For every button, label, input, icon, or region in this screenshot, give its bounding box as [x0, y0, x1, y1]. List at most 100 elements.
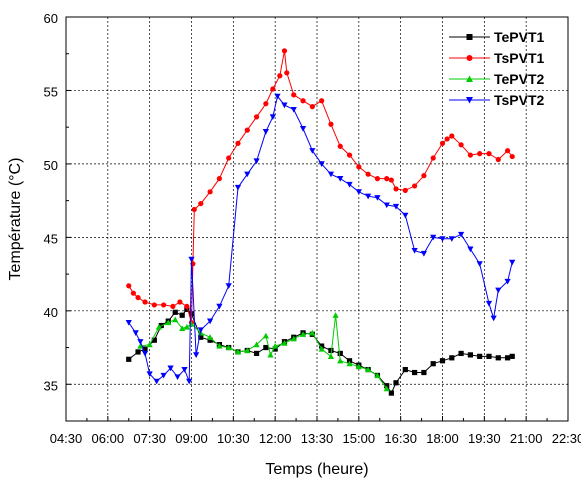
data-point-tspvt1: [177, 299, 183, 305]
data-point-tspvt1: [270, 86, 276, 92]
data-point-tepvt2: [267, 351, 274, 358]
data-point-tepvt2: [155, 323, 163, 330]
data-point-tepvt1: [272, 346, 278, 352]
data-point-tspvt1: [388, 177, 394, 183]
data-point-tspvt1: [244, 127, 250, 133]
data-point-tspvt1: [284, 70, 290, 76]
y-tick-label: 60: [44, 11, 58, 26]
data-point-tepvt1: [477, 353, 483, 359]
data-point-tepvt2: [206, 334, 214, 340]
data-point-tepvt2: [183, 323, 190, 330]
data-point-tspvt2: [439, 236, 446, 242]
data-point-tspvt1: [477, 151, 483, 157]
data-point-tspvt1: [384, 176, 390, 182]
data-point-tspvt2: [153, 378, 160, 385]
legend: TePVT1 TsPVT1 TePVT2 TsPVT2: [449, 29, 545, 108]
data-point-tspvt1: [151, 302, 157, 308]
data-point-tepvt2: [290, 335, 297, 342]
data-point-tspvt2: [132, 330, 139, 336]
data-point-tepvt2: [374, 372, 381, 379]
data-point-tspvt1: [277, 73, 283, 79]
legend-swatch-marker: [466, 55, 473, 61]
data-point-tepvt1: [142, 346, 148, 352]
series-tspvt1: [126, 48, 515, 326]
data-point-tspvt2: [411, 247, 418, 254]
data-point-tspvt2: [467, 246, 474, 253]
legend-item-tepvt2: TePVT2: [449, 71, 545, 87]
data-point-tspvt1: [263, 101, 269, 107]
data-point-tspvt1: [135, 294, 141, 301]
data-point-tspvt1: [458, 142, 464, 148]
data-point-tspvt1: [253, 114, 260, 120]
legend-item-tepvt1: TePVT1: [449, 29, 545, 45]
y-tick-label: 50: [44, 158, 58, 173]
data-point-tspvt1: [393, 186, 399, 192]
data-point-tspvt2: [193, 352, 200, 358]
data-point-tspvt2: [490, 315, 497, 322]
data-point-tspvt1: [337, 143, 343, 149]
series-line-tspvt1: [128, 50, 513, 323]
data-point-tepvt2: [253, 341, 260, 348]
y-tick-label: 55: [44, 84, 58, 99]
x-tick-label: 15:00: [343, 431, 376, 446]
data-point-tspvt2: [186, 378, 193, 385]
data-point-tspvt2: [167, 365, 174, 372]
y-tick-label: 35: [44, 378, 58, 393]
data-point-tspvt1: [226, 155, 232, 161]
data-point-tspvt1: [430, 155, 436, 161]
x-tick-label: 12:00: [259, 431, 292, 446]
data-point-tspvt2: [327, 171, 335, 178]
data-point-tspvt1: [191, 206, 197, 213]
data-point-tepvt2: [244, 347, 251, 354]
data-point-tepvt2: [272, 342, 279, 349]
data-point-tspvt1: [495, 156, 501, 163]
y-tick-label: 45: [44, 231, 58, 246]
data-point-tepvt1: [179, 312, 185, 318]
data-point-tepvt2: [137, 342, 144, 349]
x-tick-label: 09:00: [175, 431, 208, 446]
data-point-tspvt1: [142, 299, 148, 305]
data-point-tspvt2: [234, 184, 242, 191]
data-point-tepvt2: [225, 344, 232, 351]
data-point-tspvt2: [174, 374, 181, 381]
data-point-tspvt1: [198, 200, 204, 207]
data-point-tepvt1: [495, 355, 501, 361]
data-point-tspvt2: [125, 319, 132, 326]
data-point-tspvt2: [160, 372, 167, 379]
x-tick-label: 18:00: [426, 431, 459, 446]
legend-swatch-marker: [466, 34, 473, 40]
data-point-tepvt2: [165, 319, 172, 326]
data-point-tepvt1: [458, 350, 464, 357]
data-point-tspvt1: [449, 133, 455, 139]
data-point-tepvt1: [151, 337, 157, 343]
grid: [66, 17, 568, 421]
x-tick-label: 16:30: [384, 431, 417, 446]
data-point-tspvt2: [146, 371, 153, 378]
data-point-tepvt2: [337, 357, 344, 364]
data-point-tspvt1: [207, 189, 213, 195]
data-point-tspvt2: [383, 202, 390, 209]
data-point-tspvt2: [274, 93, 281, 100]
data-point-tspvt2: [206, 318, 214, 325]
data-point-tspvt2: [281, 102, 288, 109]
x-tick-label: 13:30: [301, 431, 334, 446]
series-tspvt2: [125, 93, 516, 385]
x-tick-label: 22:30: [552, 431, 581, 446]
x-tick-label: 04:30: [50, 431, 83, 446]
data-point-tspvt2: [197, 327, 204, 334]
series-layer: [125, 48, 516, 396]
data-point-tspvt1: [374, 176, 381, 182]
data-point-tspvt2: [225, 283, 232, 289]
legend-item-tspvt2: TsPVT2: [449, 92, 545, 108]
data-point-tspvt2: [457, 231, 465, 238]
series-tepvt2: [137, 312, 390, 392]
data-point-tspvt2: [374, 195, 381, 201]
data-point-tepvt1: [504, 355, 511, 361]
data-point-tspvt1: [291, 92, 297, 98]
legend-label: TePVT2: [494, 71, 545, 87]
data-point-tspvt2: [448, 236, 455, 242]
data-point-tspvt2: [262, 128, 269, 135]
data-point-tspvt1: [467, 152, 473, 158]
data-point-tepvt1: [388, 390, 394, 396]
data-point-tspvt2: [309, 148, 316, 154]
